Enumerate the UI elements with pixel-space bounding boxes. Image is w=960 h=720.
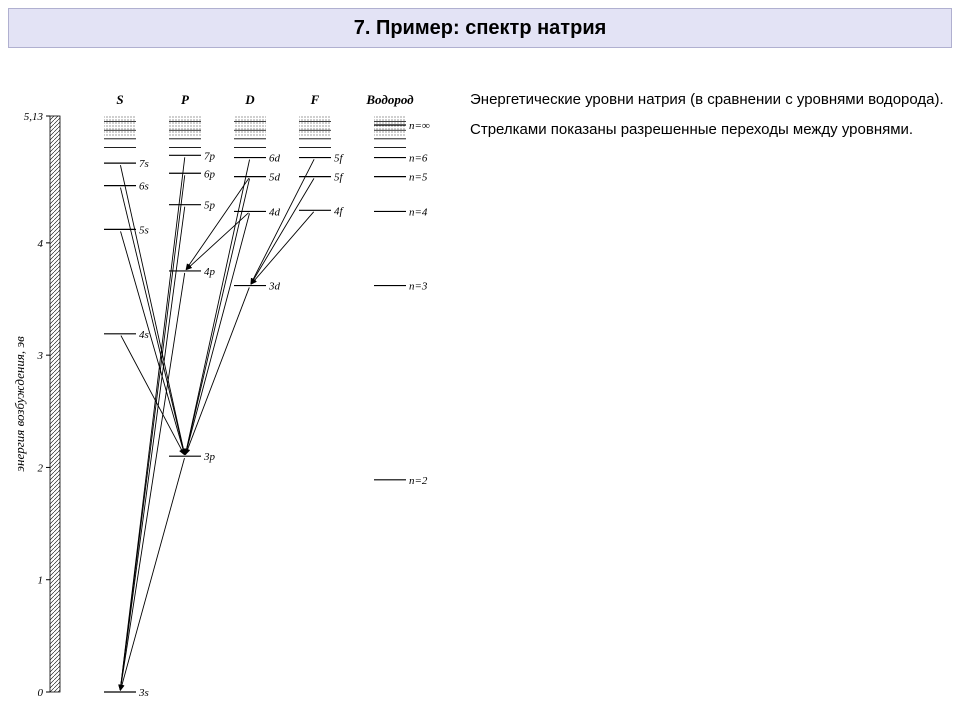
- transition-arrow: [120, 157, 185, 690]
- continuum-band: [299, 116, 331, 136]
- level-label: 5f: [334, 153, 345, 165]
- transition-arrow: [186, 287, 250, 454]
- level-label: n=6: [409, 153, 428, 165]
- continuum-band: [169, 116, 201, 136]
- level-label: n=3: [409, 281, 428, 293]
- axis-tick-label: 4: [38, 238, 44, 250]
- axis-tick-label: 2: [38, 462, 44, 474]
- column-header: F: [310, 92, 320, 107]
- transition-arrow: [185, 159, 249, 454]
- level-label: 7s: [139, 158, 149, 170]
- transition-arrow: [251, 178, 314, 283]
- transition-arrow: [120, 273, 184, 690]
- level-label: 6p: [204, 168, 216, 180]
- continuum-band: [234, 116, 266, 136]
- axis-tick-label: 0: [38, 687, 44, 699]
- level-label: 3s: [138, 687, 149, 699]
- level-label: 5d: [269, 172, 281, 184]
- column-header: Водород: [365, 92, 414, 107]
- column-header: S: [116, 92, 123, 107]
- level-label: 4f: [334, 205, 345, 217]
- level-label: 3p: [203, 451, 216, 463]
- level-label: 6d: [269, 153, 281, 165]
- level-label: n=4: [409, 206, 428, 218]
- slide-title: 7. Пример: спектр натрия: [354, 17, 607, 40]
- level-label: 7p: [204, 150, 216, 162]
- level-label: 5s: [139, 224, 149, 236]
- transition-arrow: [121, 336, 184, 455]
- level-label: 4d: [269, 206, 281, 218]
- axis-tick-label: 3: [37, 350, 44, 362]
- axis-label: энергия возбуждения, эв: [12, 336, 27, 472]
- level-label: 5f: [334, 172, 345, 184]
- transition-arrow: [251, 159, 314, 283]
- transition-arrow: [185, 179, 249, 455]
- level-label: 4s: [139, 329, 149, 341]
- transition-arrow: [186, 213, 248, 270]
- energy-axis-bar: [50, 116, 60, 692]
- level-label: 5p: [204, 200, 216, 212]
- desc-line-1: Энергетические уровни натрия (в сравнени…: [470, 90, 945, 110]
- transition-arrow: [120, 188, 184, 455]
- transition-arrow: [186, 213, 250, 454]
- column-header: P: [181, 92, 190, 107]
- column-header: D: [244, 92, 255, 107]
- axis-tick-label: 5,13: [24, 111, 44, 123]
- continuum-band: [104, 116, 136, 136]
- transition-arrow: [120, 207, 184, 690]
- level-label: 4p: [204, 266, 216, 278]
- description-block: Энергетические уровни натрия (в сравнени…: [470, 90, 945, 151]
- level-label: n=∞: [409, 120, 430, 132]
- level-label: 6s: [139, 181, 149, 193]
- transition-arrow: [251, 212, 313, 284]
- axis-tick-label: 1: [38, 575, 44, 587]
- title-bar: 7. Пример: спектр натрия: [8, 8, 952, 48]
- level-label: n=2: [409, 475, 428, 487]
- continuum-band: [374, 116, 406, 136]
- transition-arrow: [120, 165, 184, 454]
- level-label: 3d: [268, 281, 281, 293]
- transition-arrow: [121, 458, 185, 690]
- desc-line-2: Стрелками показаны разрешенные переходы …: [470, 120, 945, 140]
- energy-level-diagram: 0 1 2 3 4 5,13 энергия возбуждения, эв S P D F Водо…: [10, 80, 460, 710]
- level-label: n=5: [409, 172, 428, 184]
